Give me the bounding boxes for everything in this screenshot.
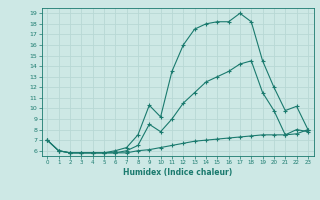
X-axis label: Humidex (Indice chaleur): Humidex (Indice chaleur) [123, 168, 232, 177]
